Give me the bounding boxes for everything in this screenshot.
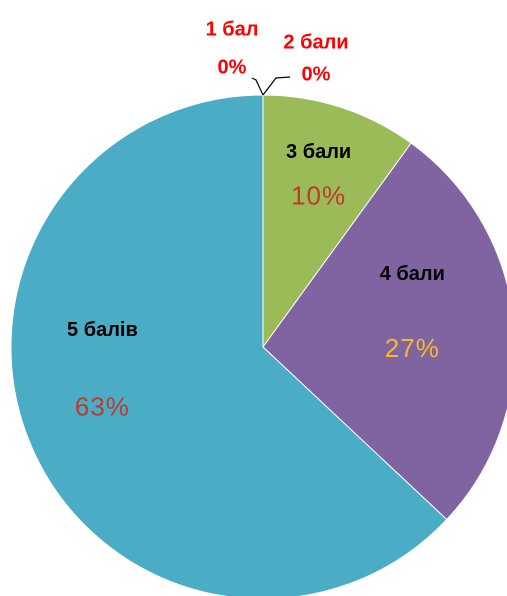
category-label: 2 бали (283, 31, 348, 53)
value-label: 63% (75, 391, 130, 421)
pie (10, 94, 507, 596)
category-label: 4 бали (380, 263, 445, 285)
category-label: 3 бали (286, 141, 351, 163)
pie-slice (262, 142, 507, 521)
value-label: 0% (302, 63, 331, 85)
pie-slice (10, 94, 448, 596)
value-label: 27% (385, 333, 440, 363)
value-label: 0% (218, 56, 247, 78)
category-label: 5 балів (67, 319, 138, 341)
leader-line (262, 76, 291, 96)
pie-slice (262, 94, 412, 349)
value-label: 10% (291, 181, 346, 211)
leader-line (251, 77, 264, 96)
category-label: 1 бал (206, 18, 259, 40)
